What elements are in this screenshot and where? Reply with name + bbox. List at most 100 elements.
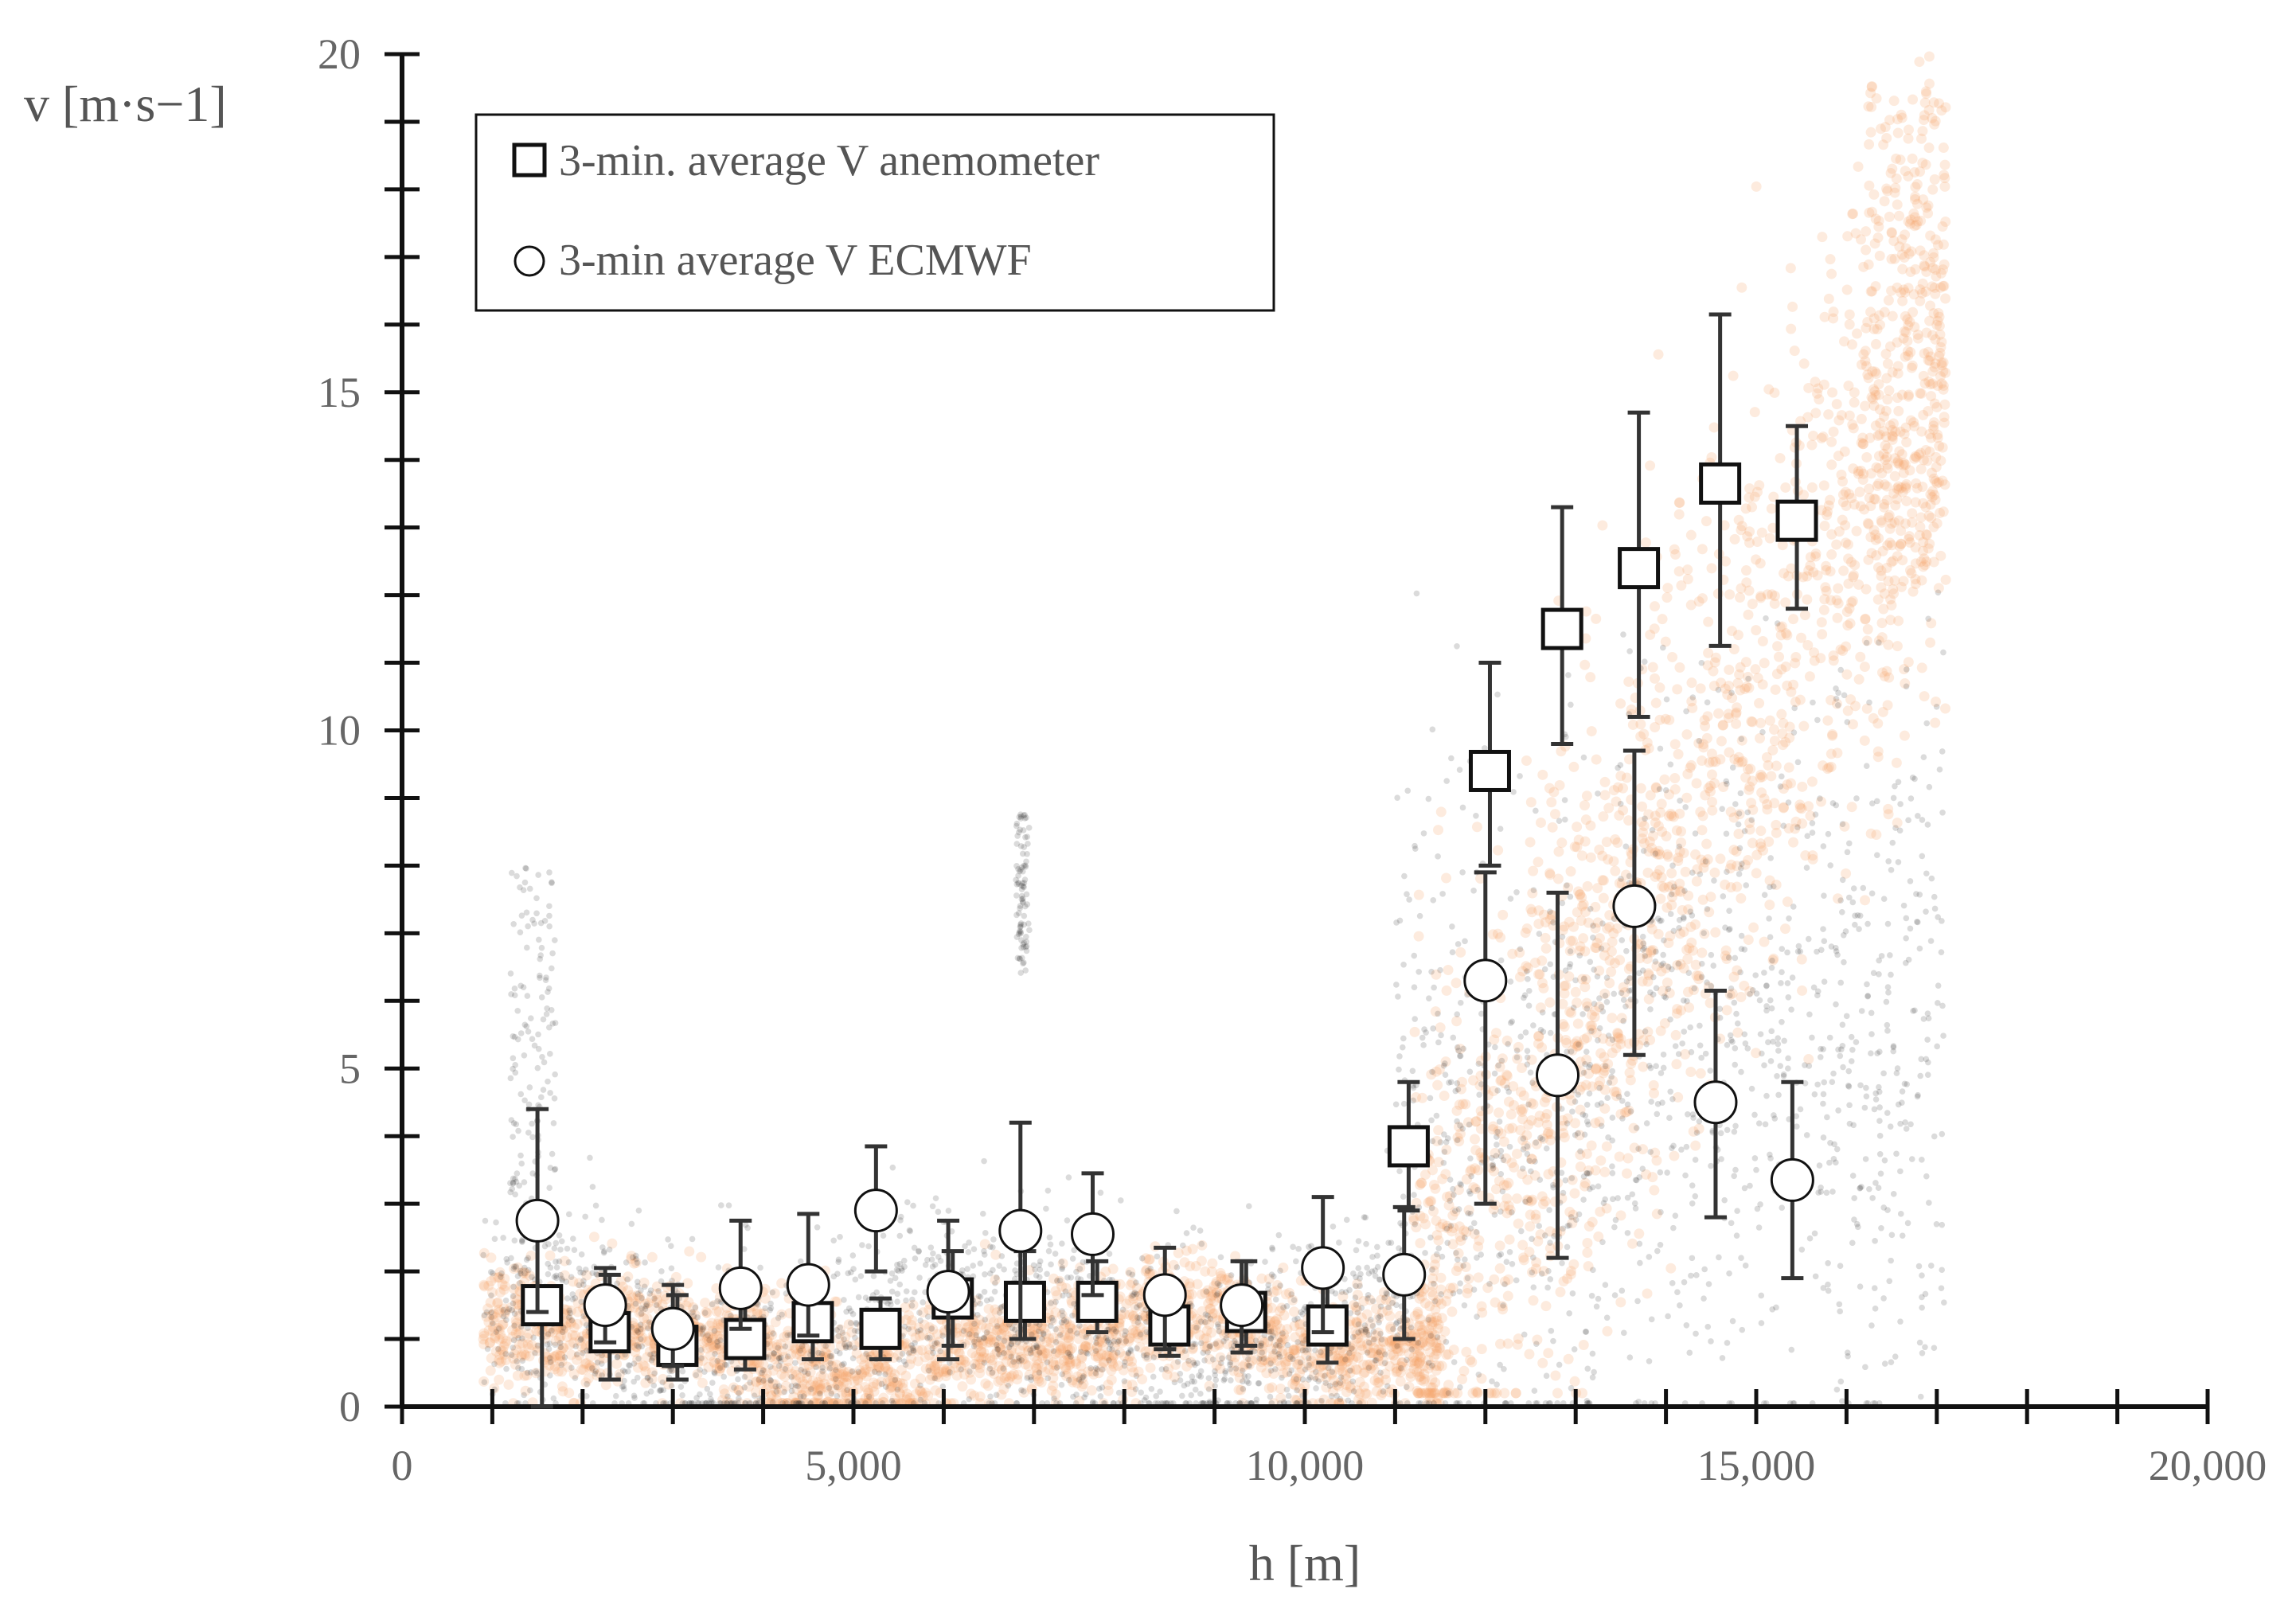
orange-sample-point	[1863, 101, 1874, 112]
orange-sample-point	[1540, 943, 1552, 954]
orange-sample-point	[508, 1353, 519, 1364]
orange-sample-point	[1810, 548, 1822, 560]
black-sample-point	[668, 1383, 675, 1389]
orange-sample-point	[517, 1267, 529, 1278]
orange-sample-point	[1599, 776, 1611, 787]
orange-sample-point	[1623, 815, 1634, 826]
orange-sample-point	[1870, 213, 1881, 224]
orange-sample-point	[823, 1388, 834, 1399]
orange-sample-point	[1749, 407, 1760, 418]
orange-sample-point	[1373, 1351, 1384, 1362]
orange-sample-point	[1615, 1297, 1626, 1308]
orange-sample-point	[1576, 850, 1587, 861]
orange-sample-point	[1741, 565, 1752, 576]
orange-sample-point	[1431, 1230, 1443, 1241]
orange-sample-point	[1390, 1338, 1401, 1349]
orange-sample-point	[549, 1351, 560, 1362]
orange-sample-point	[498, 1341, 510, 1352]
orange-sample-point	[826, 1360, 837, 1372]
orange-sample-point	[1345, 1350, 1356, 1361]
black-sample-point	[493, 1219, 499, 1226]
orange-sample-point	[1134, 1290, 1146, 1302]
orange-sample-point	[1862, 316, 1873, 327]
orange-sample-point	[1786, 686, 1797, 697]
black-sample-point	[1058, 1381, 1065, 1388]
orange-sample-point	[1568, 1259, 1579, 1270]
orange-sample-point	[1415, 1328, 1426, 1339]
orange-sample-point	[487, 1321, 498, 1333]
orange-sample-point	[595, 1368, 606, 1380]
orange-sample-point	[812, 1376, 823, 1388]
orange-sample-point	[1849, 387, 1860, 398]
orange-sample-point	[1623, 676, 1634, 687]
orange-sample-point	[1082, 1322, 1093, 1333]
orange-sample-point	[1533, 857, 1544, 868]
orange-sample-point	[1236, 1384, 1247, 1395]
orange-sample-point	[1816, 432, 1827, 443]
orange-sample-point	[920, 1388, 931, 1399]
black-sample-point	[1284, 1341, 1291, 1349]
orange-sample-point	[1655, 1025, 1666, 1036]
orange-sample-point	[1346, 1345, 1357, 1356]
orange-sample-point	[1419, 1298, 1431, 1309]
orange-sample-point	[713, 1306, 724, 1317]
orange-sample-point	[1436, 1360, 1447, 1372]
orange-sample-point	[1568, 761, 1579, 772]
orange-sample-point	[498, 1303, 510, 1314]
orange-sample-point	[485, 1297, 496, 1308]
orange-sample-point	[1743, 609, 1754, 620]
orange-sample-point	[1384, 1337, 1396, 1348]
orange-sample-point	[1471, 822, 1482, 833]
black-sample-point	[1260, 1356, 1267, 1362]
orange-sample-point	[1287, 1379, 1298, 1390]
orange-sample-point	[976, 1353, 987, 1364]
orange-sample-point	[1490, 1184, 1501, 1195]
orange-sample-point	[1876, 667, 1888, 678]
orange-sample-point	[1682, 564, 1693, 576]
orange-sample-point	[478, 1333, 489, 1345]
orange-sample-point	[995, 1375, 1006, 1386]
orange-sample-point	[1865, 828, 1876, 839]
orange-sample-point	[1093, 1351, 1104, 1362]
orange-sample-point	[1650, 673, 1661, 684]
orange-sample-point	[933, 1372, 944, 1383]
orange-sample-point	[931, 1368, 943, 1380]
orange-sample-point	[1054, 1358, 1065, 1369]
orange-sample-point	[1107, 1320, 1119, 1331]
orange-sample-point	[901, 1394, 912, 1405]
black-sample-point	[498, 1270, 505, 1277]
orange-sample-point	[580, 1340, 592, 1351]
orange-sample-point	[1431, 1360, 1442, 1372]
orange-sample-point	[1778, 718, 1789, 729]
orange-sample-point	[704, 1335, 715, 1346]
orange-sample-point	[1891, 173, 1902, 184]
orange-sample-point	[729, 1358, 740, 1369]
orange-sample-point	[1889, 575, 1900, 586]
orange-sample-point	[1685, 529, 1697, 541]
black-sample-point	[623, 1259, 630, 1266]
orange-sample-point	[1870, 281, 1881, 292]
black-sample-point	[929, 1203, 936, 1210]
orange-sample-point	[1291, 1359, 1302, 1370]
orange-sample-point	[1405, 1368, 1416, 1379]
orange-sample-point	[1431, 1349, 1442, 1360]
orange-sample-point	[1900, 229, 1911, 240]
orange-sample-point	[1788, 837, 1799, 848]
orange-sample-point	[1114, 1321, 1125, 1333]
black-sample-point	[970, 1263, 976, 1269]
orange-sample-point	[638, 1360, 649, 1371]
orange-sample-point	[1582, 880, 1593, 892]
orange-sample-point	[478, 1328, 490, 1339]
black-sample-point	[632, 1300, 639, 1307]
orange-sample-point	[856, 1369, 867, 1380]
orange-sample-point	[842, 1366, 853, 1377]
orange-sample-point	[886, 1381, 897, 1392]
orange-sample-point	[1376, 1347, 1387, 1358]
orange-sample-point	[1056, 1345, 1067, 1356]
orange-sample-point	[776, 1384, 787, 1395]
black-sample-point	[981, 1359, 988, 1366]
orange-sample-point	[1754, 697, 1765, 708]
orange-sample-point	[1423, 1388, 1435, 1399]
black-sample-point	[775, 1345, 782, 1351]
orange-sample-point	[1287, 1294, 1298, 1306]
